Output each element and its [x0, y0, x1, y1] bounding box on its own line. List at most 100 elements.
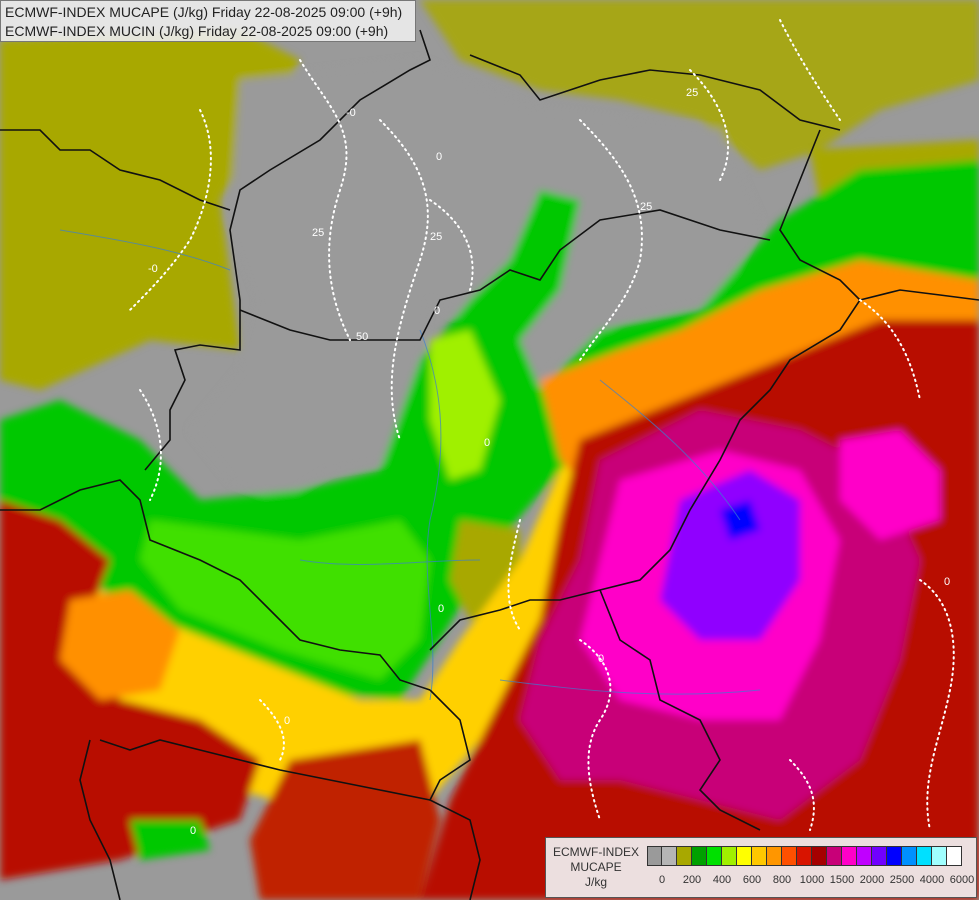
title-mucape: ECMWF-INDEX MUCAPE (J/kg) Friday 22-08-2…	[5, 4, 403, 20]
legend-parameter: MUCAPE	[570, 860, 622, 874]
cape-area-orange-sw	[60, 590, 180, 700]
legend-swatch	[692, 846, 707, 866]
legend-swatch	[707, 846, 722, 866]
cape-area-olive-west	[0, 30, 300, 390]
color-legend: ECMWF-INDEX MUCAPE J/kg 0 200 400 600 800 100…	[545, 837, 977, 898]
border-line	[239, 209, 771, 341]
mucin-contour	[507, 519, 521, 631]
mucin-contour	[139, 389, 162, 501]
legend-swatch	[812, 846, 827, 866]
legend-swatch	[842, 846, 857, 866]
legend-swatches	[647, 846, 962, 866]
border-line	[0, 479, 431, 691]
legend-tick-label: 0	[658, 874, 666, 886]
mucin-label: 0	[436, 151, 442, 163]
mucin-contour	[429, 199, 474, 291]
mucin-label: 0	[438, 603, 444, 615]
legend-swatch	[647, 846, 662, 866]
mucin-label: 0	[284, 715, 290, 727]
legend-tick-label: 2500	[889, 874, 915, 886]
cape-area-purple	[660, 470, 800, 640]
mucin-contour	[859, 299, 921, 401]
border-line	[599, 589, 761, 831]
mucin-label: 0	[434, 305, 440, 317]
mucin-labels: -0 -0 25 0 25 50 0 0 0 0 0 0 25 25 0	[148, 87, 950, 837]
legend-name: ECMWF-INDEX MUCAPE J/kg	[548, 845, 644, 890]
legend-swatch	[722, 846, 737, 866]
border-line	[79, 739, 121, 900]
mucin-contour	[789, 759, 815, 831]
border-line	[429, 129, 862, 651]
cape-area-red-south	[250, 740, 440, 900]
legend-unit: J/kg	[584, 875, 607, 889]
mucin-label: 25	[640, 201, 652, 213]
mucin-label: -0	[346, 107, 356, 119]
mucin-label: -0	[148, 263, 158, 275]
legend-ticks: 0 200 400 600 800 1000 1500 2000 2500 4000 6000	[647, 874, 977, 890]
river-line	[59, 229, 231, 271]
legend-tick-label: 400	[712, 874, 732, 886]
legend-swatch	[932, 846, 947, 866]
legend-swatch	[857, 846, 872, 866]
mucin-label: 0	[598, 653, 604, 665]
river-line	[299, 559, 481, 565]
border-line	[144, 29, 431, 471]
legend-swatch	[902, 846, 917, 866]
border-line	[0, 129, 231, 211]
river-line	[419, 329, 442, 701]
mucin-label: 25	[312, 227, 324, 239]
mucin-contour	[259, 699, 285, 761]
legend-swatch	[947, 846, 962, 866]
mucin-contour	[779, 19, 841, 121]
legend-tick-label: 800	[772, 874, 792, 886]
cape-area-lime-strip	[430, 330, 500, 480]
mucin-label: 25	[430, 231, 442, 243]
legend-source: ECMWF-INDEX	[553, 845, 639, 859]
country-borders	[0, 29, 979, 900]
mucin-label: 0	[944, 576, 950, 588]
river-line	[499, 679, 761, 695]
cape-area-green-sw	[130, 820, 210, 860]
mucin-contour	[579, 639, 612, 821]
border-line	[859, 289, 979, 301]
legend-swatch	[917, 846, 932, 866]
legend-tick-label: 600	[742, 874, 762, 886]
mucin-label: 0	[190, 825, 196, 837]
border-line	[428, 689, 481, 900]
legend-swatch	[677, 846, 692, 866]
border-line	[99, 739, 431, 801]
cape-area-red-west	[0, 500, 260, 880]
legend-swatch	[782, 846, 797, 866]
map-title-box: ECMWF-INDEX MUCAPE (J/kg) Friday 22-08-2…	[0, 0, 416, 42]
river-line	[599, 379, 741, 521]
legend-tick-label: 2000	[859, 874, 885, 886]
legend-swatch	[827, 846, 842, 866]
cape-area-gray-core	[190, 60, 760, 500]
title-mucin: ECMWF-INDEX MUCIN (J/kg) Friday 22-08-20…	[5, 23, 389, 39]
mucin-contour	[379, 119, 429, 441]
mucin-label: 0	[484, 437, 490, 449]
mucin-contour	[919, 579, 955, 831]
legend-tick-label: 4000	[919, 874, 945, 886]
legend-swatch	[797, 846, 812, 866]
legend-swatch	[752, 846, 767, 866]
mucin-contour	[299, 59, 351, 341]
legend-swatch	[872, 846, 887, 866]
mucin-contour	[689, 69, 729, 181]
cape-area-magenta-ne	[840, 430, 940, 540]
legend-tick-label: 6000	[949, 874, 975, 886]
cape-area-olive-north	[420, 0, 979, 170]
mucin-contour	[579, 119, 643, 361]
legend-tick-label: 200	[682, 874, 702, 886]
mucin-label: 25	[686, 87, 698, 99]
cape-area-green-light	[140, 520, 430, 680]
cape-area-olive-edge	[0, 120, 30, 200]
legend-tick-label: 1500	[829, 874, 855, 886]
mucin-label: 50	[356, 331, 368, 343]
legend-tick-label: 1000	[799, 874, 825, 886]
river-lines	[59, 229, 761, 701]
legend-swatch	[767, 846, 782, 866]
mucin-contour	[129, 109, 212, 311]
